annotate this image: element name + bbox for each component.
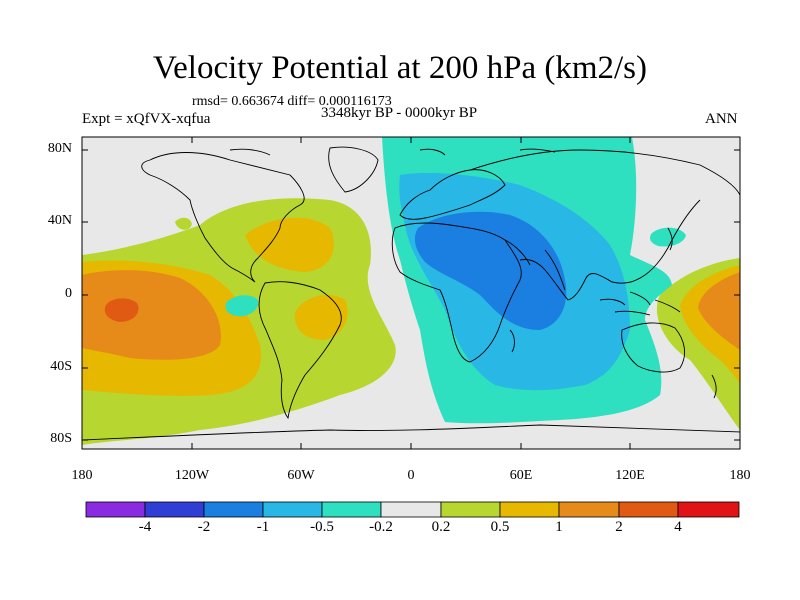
field-neg1-patch-america xyxy=(225,295,259,317)
colorbar-box-5 xyxy=(321,501,382,518)
colorbar-box-8 xyxy=(499,501,560,518)
colorbar-box-7 xyxy=(440,501,501,518)
field-pos3-west xyxy=(82,270,221,360)
map-title: Velocity Potential at 200 hPa (km2/s) xyxy=(152,50,648,86)
colorbar-box-9 xyxy=(558,501,620,518)
coastlines xyxy=(82,146,740,441)
colorbar-box-10 xyxy=(618,501,679,518)
colorbar-box-4 xyxy=(262,501,323,518)
colorbar-label-7: 0.5 xyxy=(490,519,510,535)
colorbar-box-11 xyxy=(677,501,740,518)
coastline-asia xyxy=(469,149,740,301)
colorbar-label-3: -1 xyxy=(256,519,270,535)
field-neg1-patch-pacific xyxy=(650,227,686,247)
y-label-0: 0 xyxy=(65,286,72,301)
colorbar-label-2: -2 xyxy=(197,519,211,535)
x-label-60e: 60E xyxy=(509,468,533,483)
coastline-europe xyxy=(399,169,506,220)
field-pos1-patch xyxy=(175,217,192,230)
coastline-arabia-india xyxy=(504,239,566,291)
colorbar-label-9: 2 xyxy=(615,519,623,535)
colorbar-label-8: 1 xyxy=(555,519,563,535)
colorbar-box-6 xyxy=(380,501,442,518)
experiment-label: Expt = xQfVX-xqfua xyxy=(82,111,211,127)
field-pos2-atlantic xyxy=(245,217,334,272)
y-label-40s: 40S xyxy=(50,359,72,374)
colorbar-label-4: -0.5 xyxy=(310,519,334,535)
coastline-north-america xyxy=(141,152,305,283)
season-label: ANN xyxy=(705,111,738,127)
colorbar-box-3 xyxy=(203,501,264,518)
x-label-180-left: 180 xyxy=(71,468,93,483)
x-label-60w: 60W xyxy=(287,468,315,483)
x-label-120w: 120W xyxy=(174,468,210,483)
x-label-0: 0 xyxy=(407,468,415,483)
field-layer xyxy=(82,137,740,449)
stats-text: rmsd= 0.663674 diff= 0.000116173 xyxy=(192,94,392,109)
x-label-120e: 120E xyxy=(615,468,645,483)
colorbar-label-1: -4 xyxy=(138,519,152,535)
y-ticks xyxy=(82,149,740,441)
coastline-indonesia xyxy=(599,291,681,316)
field-pos4-west xyxy=(104,298,139,322)
field-neg3-east xyxy=(414,211,567,330)
period-label: 3348kyr BP - 0000kyr BP xyxy=(321,105,478,121)
x-label-180-right: 180 xyxy=(729,468,751,483)
colorbar xyxy=(85,501,740,518)
y-label-40n: 40N xyxy=(47,213,72,228)
coastline-madagascar xyxy=(509,329,515,353)
y-label-80s: 80S xyxy=(50,431,72,446)
coastline-japan xyxy=(667,227,673,251)
field-pos3-east xyxy=(698,272,740,350)
colorbar-box-1 xyxy=(85,501,146,518)
colorbar-label-6: 0.2 xyxy=(431,519,451,535)
field-pos2-southamerica xyxy=(294,294,348,340)
colorbar-label-10: 4 xyxy=(674,519,682,535)
coastline-south-america xyxy=(258,281,342,420)
coastline-australia xyxy=(621,322,686,373)
x-ticks xyxy=(191,137,631,449)
coastline-arctic-islands xyxy=(229,148,556,156)
colorbar-label-5: -0.2 xyxy=(369,519,393,535)
coastline-greenland xyxy=(328,146,379,193)
coastline-antarctica xyxy=(82,424,740,441)
colorbar-box-2 xyxy=(144,501,205,518)
coastline-new-zealand xyxy=(711,374,717,399)
y-label-80n: 80N xyxy=(47,141,72,156)
coastline-africa xyxy=(391,222,522,363)
